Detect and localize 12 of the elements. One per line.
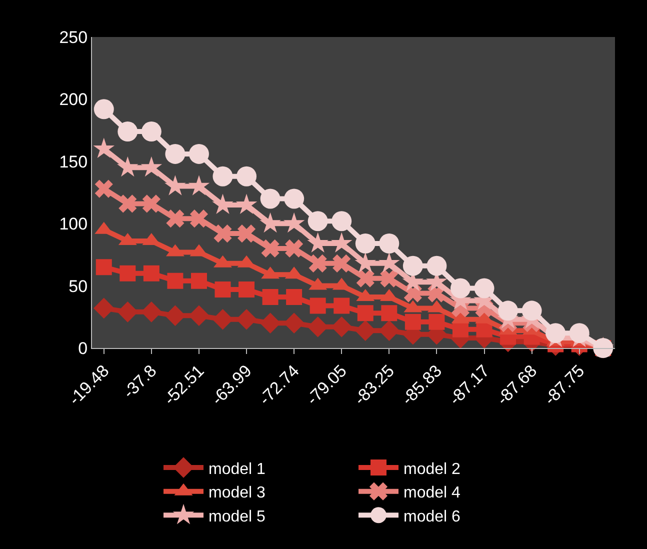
y-tick-label: 200 (59, 90, 88, 110)
y-tick-label: 150 (59, 152, 88, 172)
y-tick-label: 0 (78, 338, 88, 358)
legend-label: model 1 (208, 460, 266, 478)
legend-label: model 4 (404, 484, 461, 502)
y-tick-label: 100 (59, 214, 88, 234)
legend-label: model 3 (208, 484, 266, 502)
legend-label: model 6 (404, 508, 461, 526)
y-tick-label: 250 (59, 28, 88, 47)
y-tick-label: 50 (68, 276, 88, 296)
legend-label: model 2 (404, 460, 461, 478)
legend-label: model 5 (208, 508, 266, 526)
